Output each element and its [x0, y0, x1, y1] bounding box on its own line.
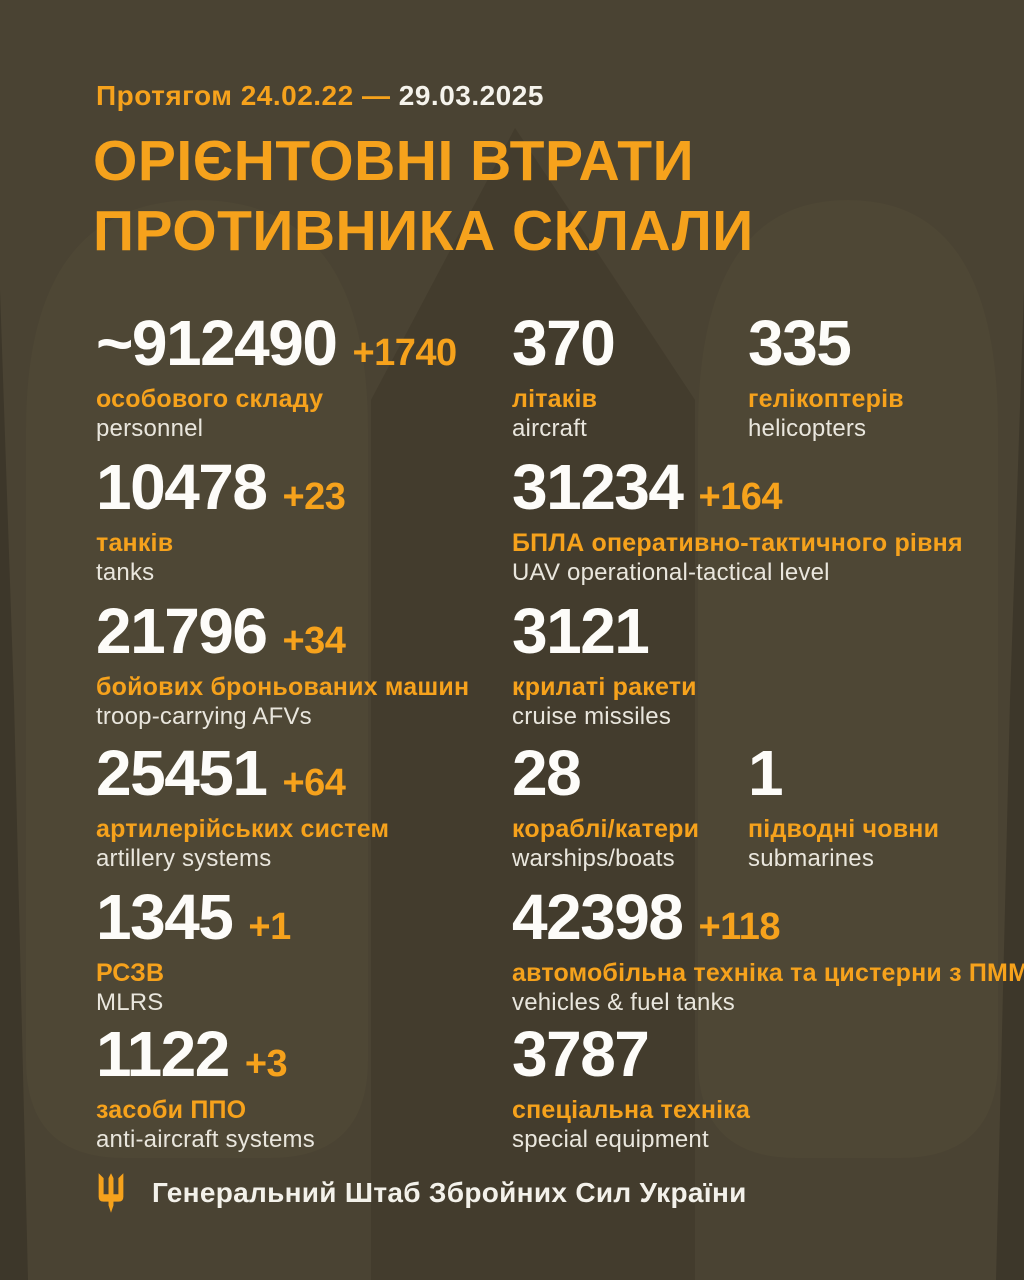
stat-value: ~912490: [96, 307, 338, 379]
stat-value: 370: [512, 307, 616, 379]
stat-label-uk: кораблі/катери: [512, 815, 700, 843]
stat-label-uk: бойових броньованих машин: [96, 673, 470, 701]
stat-label-uk: БПЛА оперативно-тактичного рівня: [512, 529, 963, 557]
stat-label-en: warships/boats: [512, 845, 675, 872]
stat-label-en: vehicles & fuel tanks: [512, 989, 735, 1016]
stat-label-en: MLRS: [96, 989, 164, 1016]
stat-value: 1345: [96, 881, 234, 953]
stat-value: 42398: [512, 881, 684, 953]
page-title: ОРІЄНТОВНІ ВТРАТИ ПРОТИВНИКА СКЛАЛИ: [93, 126, 754, 266]
stat-value: 10478: [96, 451, 268, 523]
stat-delta: +23: [282, 476, 346, 518]
ukraine-trident-icon: [98, 1173, 124, 1213]
stat-cruise-missiles: 3121 крилаті ракети cruise missiles: [512, 596, 697, 732]
stat-vehicles-fuel-tanks: 42398 +118 автомобільна техніка та цисте…: [512, 882, 1024, 1018]
title-line-2: ПРОТИВНИКА СКЛАЛИ: [93, 199, 754, 263]
stat-label-en: tanks: [96, 559, 155, 586]
stat-label-uk: засоби ППО: [96, 1096, 247, 1124]
stat-delta: +1: [248, 906, 291, 948]
stat-label-en: helicopters: [748, 415, 867, 442]
stat-tanks: 10478 +23 танків tanks: [96, 451, 346, 588]
stat-label-uk: підводні човни: [748, 815, 940, 843]
stat-submarines: 1 підводні човни submarines: [748, 738, 939, 874]
stat-label-en: UAV operational-tactical level: [512, 559, 830, 586]
stat-delta: +64: [282, 762, 346, 804]
stat-delta: +164: [698, 476, 783, 518]
stat-label-uk: особового складу: [96, 385, 324, 413]
stat-label-en: artillery systems: [96, 845, 272, 872]
stat-delta: +1740: [352, 332, 457, 374]
stat-label-en: troop-carrying AFVs: [96, 703, 312, 730]
stat-value: 31234: [512, 451, 684, 523]
stat-label-uk: спеціальна техніка: [512, 1096, 751, 1124]
stat-anti-aircraft: 1122 +3 засоби ППО anti-aircraft systems: [96, 1019, 315, 1155]
stat-value: 1: [748, 737, 784, 809]
stat-delta: +34: [282, 620, 346, 662]
stat-delta: +3: [244, 1043, 288, 1085]
stat-label-uk: артилерійських систем: [96, 815, 390, 843]
stat-mlrs: 1345 +1 РСЗВ MLRS: [96, 882, 291, 1018]
report-date: 29.03.2025: [398, 80, 544, 111]
stat-artillery: 25451 +64 артилерійських систем artiller…: [96, 738, 389, 874]
stat-delta: +118: [698, 906, 780, 948]
stat-label-en: special equipment: [512, 1126, 709, 1153]
stat-value: 3787: [512, 1018, 650, 1090]
stat-label-en: aircraft: [512, 415, 587, 442]
report-period: Протягом 24.02.22 — 29.03.2025: [96, 80, 544, 112]
stat-label-uk: танків: [96, 529, 174, 557]
stat-value: 335: [748, 307, 852, 379]
stat-label-en: anti-aircraft systems: [96, 1126, 315, 1153]
stat-label-uk: РСЗВ: [96, 959, 165, 987]
stat-label-uk: гелікоптерів: [748, 385, 904, 413]
stat-label-uk: автомобільна техніка та цистерни з ПММ: [512, 959, 1024, 987]
stat-label-en: submarines: [748, 845, 875, 872]
stat-aircraft: 370 літаків aircraft: [512, 308, 630, 444]
stat-warships: 28 кораблі/катери warships/boats: [512, 738, 699, 874]
footer: Генеральний Штаб Збройних Сил України: [96, 1172, 747, 1214]
stat-helicopters: 335 гелікоптерів helicopters: [748, 308, 904, 444]
stat-value: 3121: [512, 595, 650, 667]
stat-afv: 21796 +34 бойових броньованих машин troo…: [96, 596, 469, 732]
stat-label-uk: літаків: [512, 385, 598, 413]
stat-special-equipment: 3787 спеціальна техніка special equipmen…: [512, 1019, 750, 1155]
period-start: Протягом 24.02.22 —: [96, 80, 391, 111]
stat-uav: 31234 +164 БПЛА оперативно-тактичного рі…: [512, 452, 963, 588]
footer-org-name: Генеральний Штаб Збройних Сил України: [152, 1177, 747, 1208]
stat-value: 1122: [96, 1018, 230, 1090]
stat-value: 21796: [96, 595, 268, 667]
stat-label-en: personnel: [96, 415, 204, 442]
title-line-1: ОРІЄНТОВНІ ВТРАТИ: [93, 129, 695, 193]
stat-label-uk: крилаті ракети: [512, 673, 697, 701]
stat-value: 25451: [96, 737, 268, 809]
stat-value: 28: [512, 737, 582, 809]
stat-personnel: ~912490 +1740 особового складу personnel: [96, 308, 457, 444]
stat-label-en: cruise missiles: [512, 703, 672, 730]
